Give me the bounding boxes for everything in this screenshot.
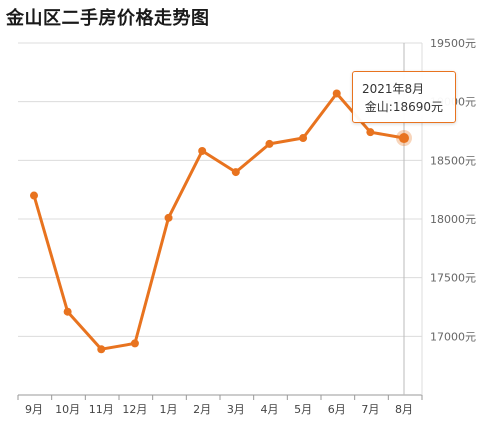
data-point[interactable] — [366, 128, 375, 137]
tooltip-date: 2021年8月 — [362, 82, 425, 96]
x-tick-label: 5月 — [294, 403, 312, 416]
x-tick-label: 6月 — [328, 403, 346, 416]
data-point[interactable] — [97, 345, 106, 354]
x-tick-label: 10月 — [55, 403, 80, 416]
tooltip-value: 金山:18690元 — [364, 100, 443, 114]
data-point[interactable] — [164, 213, 173, 222]
x-tick-label: 9月 — [25, 403, 43, 416]
y-tick-label: 18000元 — [430, 213, 476, 226]
y-tick-label: 17000元 — [430, 330, 476, 343]
tooltip: 2021年8月 金山:18690元 — [352, 71, 456, 123]
x-tick-label: 4月 — [260, 403, 278, 416]
series-line-jinshan — [32, 92, 406, 351]
chart-title: 金山区二手房价格走势图 — [6, 8, 210, 29]
x-tick-label: 3月 — [227, 403, 245, 416]
data-point[interactable] — [332, 89, 341, 98]
data-point[interactable] — [231, 168, 240, 177]
y-tick-label: 19500元 — [430, 37, 476, 50]
x-tick-label: 2月 — [193, 403, 211, 416]
x-tick-label: 8月 — [395, 403, 413, 416]
y-tick-label: 17500元 — [430, 272, 476, 285]
data-point[interactable] — [299, 134, 308, 143]
x-tick-label: 11月 — [89, 403, 114, 416]
data-point[interactable] — [198, 146, 207, 155]
data-point-highlighted[interactable] — [399, 133, 409, 144]
data-point[interactable] — [30, 191, 38, 200]
data-point[interactable] — [265, 139, 274, 148]
data-point[interactable] — [63, 307, 72, 316]
x-tick-label: 1月 — [160, 403, 178, 416]
data-point[interactable] — [130, 339, 139, 348]
x-tick-label: 12月 — [122, 403, 147, 416]
y-tick-label: 18500元 — [430, 154, 476, 167]
x-tick-label: 7月 — [361, 403, 379, 416]
